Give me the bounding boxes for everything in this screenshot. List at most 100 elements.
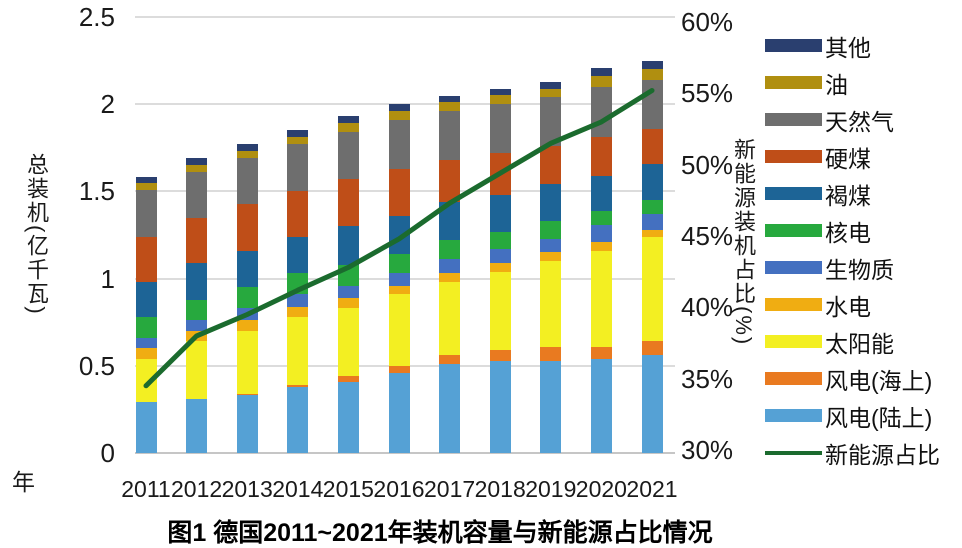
bar-segment-其他: [641, 60, 663, 70]
bar-segment-油: [236, 151, 258, 159]
bar-segment-风电(海上): [287, 385, 309, 387]
bar-segment-风电(海上): [641, 341, 663, 356]
legend-label: 太阳能: [825, 330, 894, 357]
bar-segment-风电(陆上): [489, 360, 511, 453]
legend-swatch-icon: [765, 335, 822, 348]
plot-area: [135, 16, 675, 454]
bar-segment-褐煤: [540, 184, 562, 222]
new-energy-share-line: [143, 88, 655, 389]
legend-label: 天然气: [825, 108, 894, 135]
bar-segment-风电(陆上): [186, 398, 208, 453]
legend-item-风电(陆上): 风电(陆上): [765, 397, 955, 434]
legend-label: 风电(海上): [825, 367, 933, 394]
figure-caption: 图1 德国2011~2021年装机容量与新能源占比情况: [167, 519, 713, 547]
bar-2017: [439, 17, 461, 453]
bar-segment-核电: [540, 221, 562, 239]
x-axis-tick: 2011: [121, 476, 171, 502]
bar-segment-水电: [540, 252, 562, 262]
legend-swatch-icon: [765, 39, 822, 52]
legend-label: 水电: [825, 293, 871, 320]
x-axis-tick: 2019: [525, 476, 577, 502]
bar-segment-其他: [439, 95, 461, 103]
bar-segment-水电: [439, 273, 461, 283]
bar-segment-硬煤: [135, 236, 157, 283]
bar-segment-水电: [236, 320, 258, 331]
bar-segment-风电(陆上): [236, 395, 258, 453]
bar-segment-其他: [236, 144, 258, 152]
bar-segment-其他: [590, 67, 612, 77]
bar-segment-硬煤: [287, 191, 309, 237]
bar-segment-褐煤: [337, 226, 359, 265]
legend-item-油: 油: [765, 64, 955, 101]
bar-segment-生物质: [287, 294, 309, 307]
x-axis-tick: 2017: [424, 476, 476, 502]
gridline: [135, 103, 675, 106]
bar-segment-生物质: [186, 320, 208, 331]
bar-segment-风电(海上): [337, 376, 359, 382]
bar-segment-生物质: [388, 273, 410, 286]
bar-segment-油: [641, 69, 663, 80]
gridline: [135, 16, 675, 18]
bar-segment-油: [186, 165, 208, 173]
left-axis-tick: 2: [100, 89, 115, 120]
bar-segment-太阳能: [186, 341, 208, 399]
legend-item-其他: 其他: [765, 27, 955, 64]
bar-segment-生物质: [439, 259, 461, 274]
right-axis-tick: 45%: [681, 221, 734, 251]
bar-segment-油: [337, 123, 359, 133]
bar-2019: [540, 17, 562, 453]
right-axis-tick: 60%: [681, 7, 734, 37]
bar-segment-褐煤: [135, 282, 157, 317]
legend-label: 褐煤: [825, 182, 871, 209]
x-axis-tick: 2021: [626, 476, 678, 502]
bar-segment-褐煤: [287, 236, 309, 274]
bar-segment-风电(海上): [236, 393, 258, 396]
legend-item-新能源占比: 新能源占比: [765, 434, 955, 471]
bar-segment-核电: [489, 231, 511, 249]
x-axis-tick: 2012: [171, 476, 223, 502]
bar-segment-生物质: [135, 337, 157, 349]
legend-item-硬煤: 硬煤: [765, 138, 955, 175]
bar-segment-太阳能: [236, 330, 258, 394]
x-axis-line: [135, 452, 675, 454]
bar-segment-硬煤: [236, 203, 258, 251]
bar-segment-天然气: [287, 144, 309, 192]
bar-segment-风电(陆上): [540, 360, 562, 453]
legend-label: 硬煤: [825, 145, 871, 172]
bar-segment-油: [439, 102, 461, 112]
bar-segment-生物质: [540, 238, 562, 253]
bar-segment-硬煤: [641, 128, 663, 164]
bar-segment-其他: [388, 104, 410, 112]
right-axis-tick: 40%: [681, 292, 734, 323]
new-energy-share-polyline: [143, 88, 655, 389]
bar-segment-水电: [641, 229, 663, 237]
legend-item-风电(海上): 风电(海上): [765, 360, 955, 397]
right-axis-title: 新能源装机占比(%): [731, 138, 756, 347]
bar-segment-天然气: [186, 172, 208, 218]
legend-item-天然气: 天然气: [765, 101, 955, 138]
legend-label: 油: [825, 71, 848, 98]
bar-segment-油: [388, 111, 410, 120]
bar-segment-太阳能: [540, 261, 562, 347]
x-axis-tick: 2015: [322, 476, 374, 502]
right-axis-tick: 55%: [681, 78, 734, 109]
left-axis-tick: 0.5: [78, 350, 115, 381]
bar-segment-核电: [590, 210, 612, 225]
bar-segment-风电(陆上): [287, 386, 309, 453]
bar-segment-风电(海上): [540, 346, 562, 361]
legend-label: 风电(陆上): [825, 404, 933, 431]
x-axis-tick: 2018: [474, 476, 526, 502]
bar-segment-油: [540, 88, 562, 98]
bar-segment-核电: [439, 240, 461, 260]
legend-item-核电: 核电: [765, 212, 955, 249]
legend-swatch-icon: [765, 187, 822, 200]
bar-segment-核电: [236, 287, 258, 309]
legend-swatch-icon: [765, 372, 822, 385]
bar-segment-核电: [135, 316, 157, 338]
legend-item-太阳能: 太阳能: [765, 323, 955, 360]
bar-segment-风电(海上): [439, 355, 461, 365]
bar-segment-太阳能: [135, 358, 157, 403]
legend: 其他油天然气 硬煤 褐煤 核电 生物质 水电 太阳能 风电(海上) 风电(陆上) 新能源占比: [765, 27, 955, 471]
bar-segment-风电(海上): [489, 350, 511, 361]
right-axis-tick: 30%: [681, 435, 734, 465]
